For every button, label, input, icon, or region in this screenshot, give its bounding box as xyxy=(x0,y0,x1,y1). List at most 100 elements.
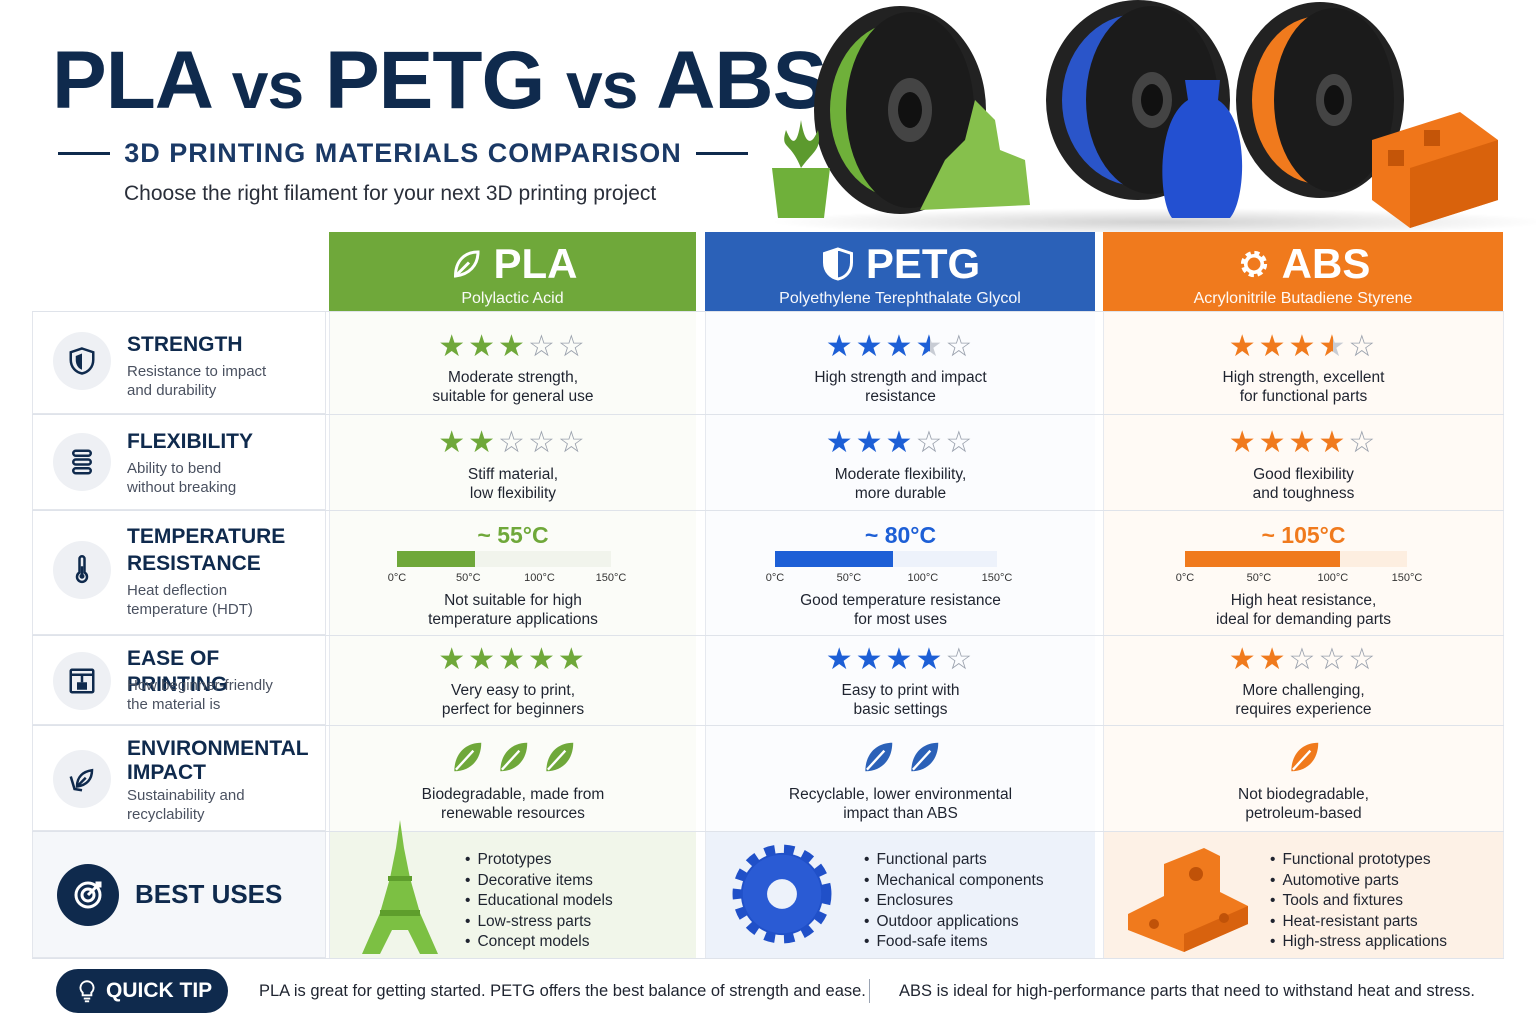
star-empty-icon: ☆ xyxy=(1348,330,1379,363)
temperature-ticks: 0°C 50°C 100°C 150°C xyxy=(388,572,627,586)
criterion-desc-1: Resistance to impact xyxy=(127,363,267,380)
star-empty-icon: ☆ xyxy=(527,426,558,459)
cell-strength-pla: ★★★☆☆ Moderate strength, suitable for ge… xyxy=(329,312,696,414)
criterion-desc-2: temperature (HDT) xyxy=(127,601,253,618)
rating-desc-2: suitable for general use xyxy=(432,388,594,405)
star-full-icon: ★ xyxy=(438,330,469,363)
uses-list-abs: Functional prototypesAutomotive partsToo… xyxy=(1270,850,1447,953)
star-full-icon: ★ xyxy=(1228,426,1259,459)
star-empty-icon: ☆ xyxy=(527,330,558,363)
green-spool-icon xyxy=(814,6,986,214)
use-item: High-stress applications xyxy=(1270,932,1447,953)
quick-tip-bar: QUICK TIP PLA is great for getting start… xyxy=(56,967,1476,1015)
tick-label: 100°C xyxy=(524,572,555,584)
printer-icon xyxy=(69,668,95,694)
star-empty-icon: ☆ xyxy=(1348,426,1379,459)
label-environment: ENVIRONMENTAL IMPACT Sustainability and … xyxy=(32,726,326,831)
cell-uses-petg: Functional partsMechanical componentsEnc… xyxy=(705,832,1095,958)
label-flexibility: FLEXIBILITY Ability to bend without brea… xyxy=(32,415,326,510)
tick-label: 100°C xyxy=(1317,572,1349,584)
env-desc-2: petroleum-based xyxy=(1245,805,1362,822)
temperature-bar-fill xyxy=(397,551,476,567)
temperature-value: ~ 105°C xyxy=(1261,522,1346,548)
star-full-icon: ★ xyxy=(498,643,528,676)
rating-desc-2: requires experience xyxy=(1235,701,1372,718)
material-name-pla: PLA xyxy=(493,240,578,287)
leaf-icon xyxy=(864,742,892,772)
rating-desc-1: Stiff material, xyxy=(467,466,559,483)
cell-strength-abs: ★★★★☆ High strength, excellent for funct… xyxy=(1103,312,1504,414)
rating-desc-2: resistance xyxy=(865,388,936,405)
env-desc-1: Recyclable, lower environmental xyxy=(788,786,1013,803)
tick-label: 0°C xyxy=(387,572,407,584)
star-full-icon: ★ xyxy=(438,426,469,459)
cell-temperature-pla: ~ 55°C 0°C 50°C 100°C 150°C Not suitable… xyxy=(329,511,696,635)
engine-block-model-icon xyxy=(1372,112,1498,228)
temperature-bar xyxy=(397,551,611,567)
subtitle-rule-left xyxy=(58,151,111,155)
temperature-bar xyxy=(775,551,997,567)
star-full-icon: ★ xyxy=(915,643,946,676)
quick-tip-badge: QUICK TIP xyxy=(56,969,228,1013)
star-full-icon: ★ xyxy=(1228,643,1259,676)
cell-ease-petg: ★★★★☆ Easy to print with basic settings xyxy=(705,636,1095,725)
temperature-value: ~ 55°C xyxy=(477,522,549,548)
criterion-title: FLEXIBILITY xyxy=(127,430,253,453)
star-empty-icon: ☆ xyxy=(557,330,588,363)
leaf-icon xyxy=(546,742,574,772)
criterion-desc-1: Sustainability and xyxy=(127,787,245,804)
label-temperature: TEMPERATURE RESISTANCE Heat deflection t… xyxy=(32,511,326,635)
material-header-petg: PETG Polyethylene Terephthalate Glycol xyxy=(705,232,1095,311)
row-strength: STRENGTH Resistance to impact and durabi… xyxy=(32,311,1504,414)
use-item: Enclosures xyxy=(864,891,1044,912)
material-name-abs: ABS xyxy=(1281,240,1371,287)
star-full-icon: ★ xyxy=(438,643,469,676)
star-full-icon: ★ xyxy=(498,330,528,363)
leaf-icon xyxy=(454,742,482,772)
gear-icon xyxy=(1240,250,1267,278)
rating-desc-2: more durable xyxy=(854,485,947,502)
rating-desc-2: and toughness xyxy=(1252,485,1355,502)
cell-strength-petg: ★★★★☆ High strength and impact resistanc… xyxy=(705,312,1095,414)
lightbulb-icon xyxy=(79,980,95,1003)
quick-tip-label: QUICK TIP xyxy=(106,979,213,1002)
title-vs-2: vs xyxy=(566,48,638,122)
star-full-icon: ★ xyxy=(1258,426,1289,459)
star-full-icon: ★ xyxy=(557,643,588,676)
tick-label: 150°C xyxy=(981,572,1013,584)
shield-icon xyxy=(69,347,95,375)
tick-label: 100°C xyxy=(907,572,939,584)
plant-pot-icon xyxy=(772,120,830,218)
star-full-icon: ★ xyxy=(855,426,886,459)
label-ease: EASE OF PRINTING How beginner-friendly t… xyxy=(32,636,326,725)
cell-ease-abs: ★★☆☆☆ More challenging, requires experie… xyxy=(1103,636,1504,725)
rating-desc-1: Good flexibility xyxy=(1253,466,1354,483)
use-item: Concept models xyxy=(465,932,613,953)
row-best-uses: BEST USES PrototypesDecorative itemsEduc… xyxy=(32,820,1504,959)
temperature-value: ~ 80°C xyxy=(864,522,937,548)
cell-flexibility-pla: ★★☆☆☆ Stiff material, low flexibility xyxy=(329,415,696,510)
rating-desc-2: basic settings xyxy=(853,701,948,718)
env-desc-1: Biodegradable, made from xyxy=(421,786,605,803)
leaf-icon xyxy=(500,742,528,772)
tip-divider xyxy=(869,979,870,1003)
env-desc-2: impact than ABS xyxy=(843,805,958,822)
criterion-desc-2: without breaking xyxy=(127,479,237,496)
rating-desc-2: for functional parts xyxy=(1239,388,1368,405)
use-item: Functional parts xyxy=(864,850,1044,871)
use-item: Mechanical components xyxy=(864,871,1043,892)
star-full-icon: ★ xyxy=(885,426,916,459)
temperature-desc-2: temperature applications xyxy=(428,611,598,628)
tick-label: 150°C xyxy=(1391,572,1423,584)
orange-spool-icon xyxy=(1236,2,1404,198)
rating-stars: ★★☆☆☆ xyxy=(330,426,696,460)
rating-desc-1: Very easy to print, xyxy=(450,682,576,699)
row-flexibility: FLEXIBILITY Ability to bend without brea… xyxy=(32,414,1504,510)
material-name-petg: PETG xyxy=(865,240,981,287)
cell-flexibility-abs: ★★★★☆ Good flexibility and toughness xyxy=(1103,415,1504,510)
leaf-icon xyxy=(453,250,480,278)
material-header-pla: PLA Polylactic Acid xyxy=(329,232,696,311)
subtitle-row: 3D PRINTING MATERIALS COMPARISON xyxy=(58,136,749,170)
criterion-title-1: ENVIRONMENTAL xyxy=(127,737,309,760)
hero-illustration xyxy=(760,0,1536,232)
